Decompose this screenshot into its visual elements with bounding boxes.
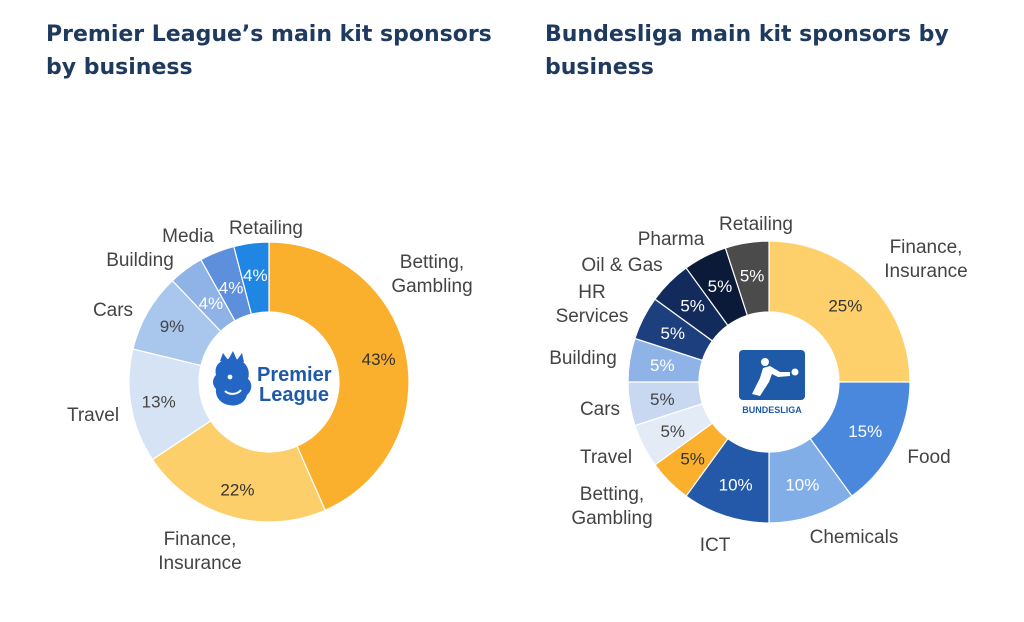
- bl-slice-6-pct-label: 5%: [650, 390, 675, 409]
- pl-slice-6-category-label: Retailing: [229, 218, 303, 239]
- bl-slice-9-category-label: Oil & Gas: [581, 255, 662, 276]
- bl-slice-7-category-label: Building: [549, 348, 617, 369]
- pl-slice-4-pct-label: 4%: [199, 294, 224, 313]
- pl-slice-6: [233, 241, 270, 315]
- lion-crest-icon: [213, 351, 252, 406]
- premier-league-logo-line1: Premier: [257, 364, 332, 386]
- bl-slice-2-pct-label: 10%: [785, 476, 819, 495]
- bl-slice-4-pct-label: 5%: [680, 449, 705, 468]
- bundesliga-logo-text: BUNDESLIGA: [742, 405, 802, 415]
- premier-league-logo-line2: League: [259, 384, 329, 406]
- bl-slice-11: [724, 240, 770, 317]
- pl-slice-4-category-label: Building: [106, 250, 174, 271]
- bl-slice-1-pct-label: 15%: [848, 422, 882, 441]
- bl-slice-10-pct-label: 5%: [708, 277, 733, 296]
- bl-slice-1-category-label: Food: [907, 447, 950, 468]
- bl-slice-6-category-label: Cars: [580, 399, 620, 420]
- bl-slice-5-pct-label: 5%: [660, 422, 685, 441]
- bundesliga-donut-chart: 25% Finance, Insurance 15% Food 10% Chemicals 1…: [549, 214, 968, 556]
- pl-slice-5-pct-label: 4%: [219, 278, 244, 297]
- pl-slice-3-category-label: Cars: [93, 300, 133, 321]
- pl-slice-6-pct-label: 4%: [243, 266, 268, 285]
- pl-slice-5-category-label: Media: [162, 226, 214, 247]
- bl-slice-8-pct-label: 5%: [660, 324, 685, 343]
- bl-slice-4-category-label: Betting, Gambling: [571, 484, 652, 529]
- pl-slice-2-pct-label: 13%: [142, 392, 176, 411]
- bl-slice-11-pct-label: 5%: [740, 266, 765, 285]
- premier-league-donut-chart: 43% Betting, Gambling 22% Finance, Insurance 1…: [67, 218, 473, 574]
- bundesliga-chart-title: Bundesliga main kit sponsors by business: [545, 22, 949, 80]
- pl-slice-1-pct-label: 22%: [220, 480, 254, 499]
- bl-slice-0-category-label: Finance, Insurance: [884, 237, 967, 282]
- bl-slice-7-pct-label: 5%: [650, 356, 675, 375]
- bl-slice-5-category-label: Travel: [580, 447, 632, 468]
- bl-slice-8-category-label: HR Services: [556, 282, 629, 327]
- bl-slice-0: [768, 240, 911, 383]
- pl-slice-1-category-label: Finance, Insurance: [158, 529, 241, 574]
- bl-slice-2-category-label: Chemicals: [810, 527, 899, 548]
- pl-slice-0-category-label: Betting, Gambling: [391, 252, 472, 297]
- bundesliga-logo: BUNDESLIGA: [739, 350, 805, 415]
- bl-slice-9-pct-label: 5%: [680, 297, 705, 316]
- pl-slice-1: [151, 419, 326, 523]
- bl-slice-3-category-label: ICT: [700, 535, 731, 556]
- premier-league-logo: Premier League: [213, 351, 332, 406]
- premier-league-chart-title: Premier League’s main kit sponsors by bu…: [46, 22, 492, 80]
- bl-slice-3-pct-label: 10%: [719, 476, 753, 495]
- bundesliga-player-icon: [752, 358, 799, 396]
- pl-slice-0-pct-label: 43%: [362, 350, 396, 369]
- bl-slice-11-category-label: Retailing: [719, 214, 793, 235]
- bl-slice-0-pct-label: 25%: [828, 297, 862, 316]
- pl-slice-2-category-label: Travel: [67, 405, 119, 426]
- bl-slice-10-category-label: Pharma: [638, 229, 705, 250]
- pl-slice-0: [268, 241, 410, 512]
- pl-slice-3-pct-label: 9%: [160, 317, 185, 336]
